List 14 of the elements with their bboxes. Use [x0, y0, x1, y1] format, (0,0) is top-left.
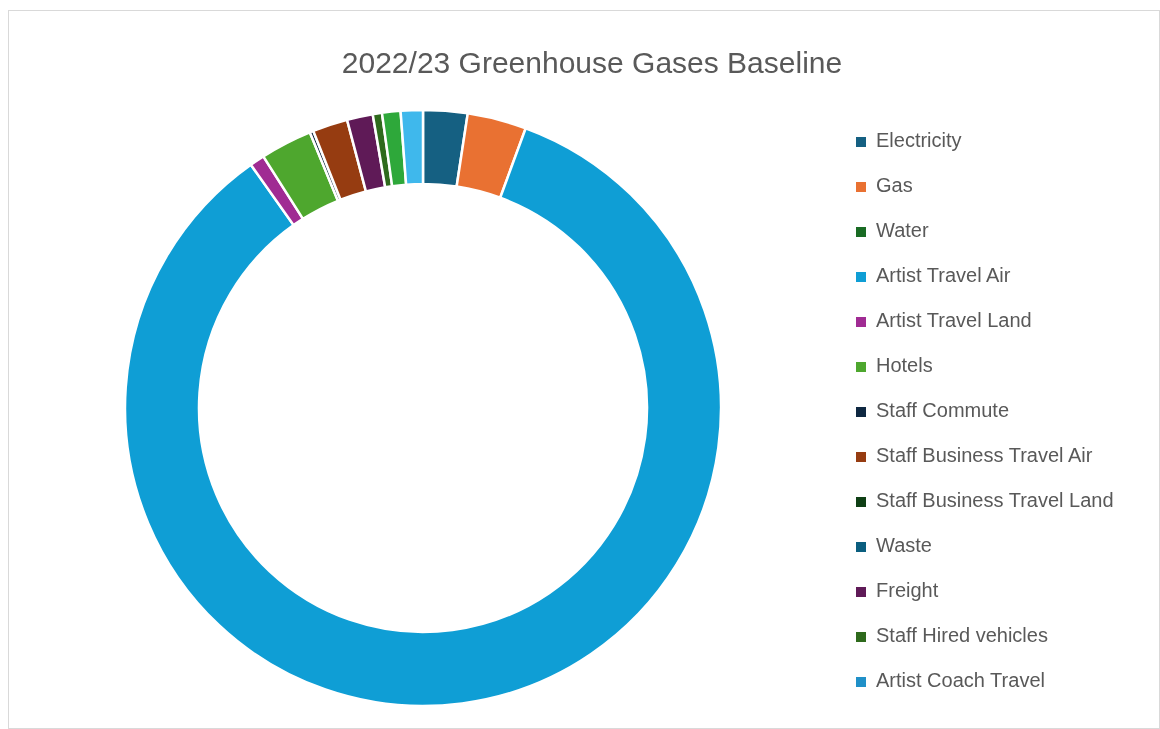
- legend-label: Waste: [876, 534, 932, 556]
- legend-label: Water: [876, 219, 929, 241]
- legend-label: Artist Travel Land: [876, 309, 1032, 331]
- legend-label: Staff Business Travel Air: [876, 444, 1093, 466]
- chart-title: 2022/23 Greenhouse Gases Baseline: [341, 46, 843, 79]
- legend-label: Electricity: [876, 129, 962, 151]
- legend-label: Staff Hired vehicles: [876, 624, 1048, 646]
- legend-label: Artist Coach Travel: [876, 669, 1045, 691]
- legend-label: Hotels: [876, 354, 933, 376]
- legend-label: Artist Travel Air: [876, 264, 1011, 286]
- legend-label: Staff Business Travel Land: [876, 489, 1114, 511]
- legend-label: Gas: [876, 174, 913, 196]
- legend-label: Freight: [876, 579, 939, 601]
- legend-label: Staff Commute: [876, 399, 1010, 421]
